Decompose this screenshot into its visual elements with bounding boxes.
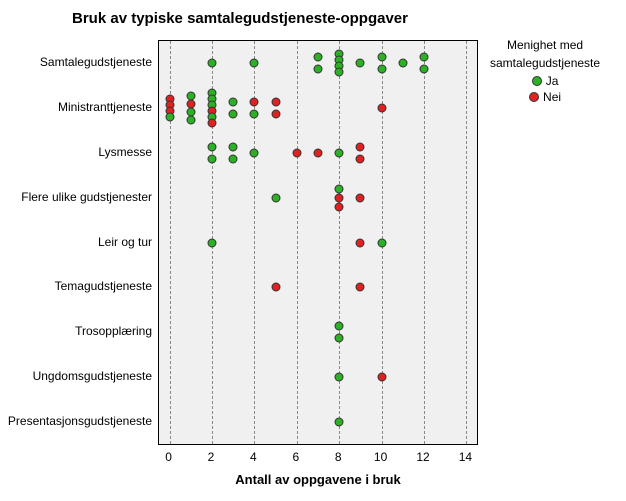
x-tick-label: 10 (374, 450, 387, 464)
data-point (335, 417, 344, 426)
data-point (335, 184, 344, 193)
legend-title-1: Menighet med (490, 38, 600, 52)
data-point (377, 65, 386, 74)
y-category-label: Ungdomsgudstjeneste (0, 369, 152, 383)
x-axis-title: Antall av oppgavene i bruk (158, 472, 478, 487)
legend-marker-icon (532, 76, 542, 86)
x-tick-label: 6 (292, 450, 299, 464)
y-category-label: Temagudstjeneste (0, 279, 152, 293)
data-point (335, 68, 344, 77)
y-category-label: Samtalegudstjeneste (0, 55, 152, 69)
legend-marker-icon (529, 92, 539, 102)
y-category-label: Lysmesse (0, 145, 152, 159)
data-point (420, 53, 429, 62)
data-point (271, 283, 280, 292)
data-point (356, 193, 365, 202)
data-point (377, 104, 386, 113)
data-point (398, 59, 407, 68)
y-category-label: Ministranttjeneste (0, 100, 152, 114)
gridline (339, 41, 340, 444)
data-point (271, 193, 280, 202)
y-category-label: Trosopplæring (0, 324, 152, 338)
data-point (250, 59, 259, 68)
data-point (292, 148, 301, 157)
data-point (335, 193, 344, 202)
data-point (356, 142, 365, 151)
legend-item: Ja (490, 74, 600, 88)
data-point (271, 110, 280, 119)
data-point (250, 110, 259, 119)
data-point (229, 154, 238, 163)
y-category-label: Presentasjonsgudstjeneste (0, 414, 152, 428)
data-point (208, 238, 217, 247)
data-point (229, 98, 238, 107)
data-point (186, 116, 195, 125)
legend: Menighet med samtalegudstjeneste Ja Nei (490, 38, 600, 106)
data-point (377, 238, 386, 247)
data-point (208, 119, 217, 128)
data-point (377, 372, 386, 381)
data-point (208, 154, 217, 163)
x-tick-label: 12 (416, 450, 429, 464)
x-tick-label: 2 (208, 450, 215, 464)
data-point (314, 65, 323, 74)
data-point (208, 142, 217, 151)
data-point (335, 372, 344, 381)
y-category-label: Leir og tur (0, 235, 152, 249)
gridline (424, 41, 425, 444)
data-point (250, 148, 259, 157)
chart-container: Bruk av typiske samtalegudstjeneste-oppg… (0, 0, 626, 501)
data-point (377, 53, 386, 62)
legend-item: Nei (490, 90, 600, 104)
data-point (314, 148, 323, 157)
data-point (314, 53, 323, 62)
x-tick-label: 4 (250, 450, 257, 464)
data-point (335, 322, 344, 331)
data-point (165, 113, 174, 122)
data-point (229, 110, 238, 119)
data-point (335, 334, 344, 343)
data-point (356, 59, 365, 68)
data-point (356, 283, 365, 292)
legend-label: Nei (543, 90, 561, 104)
gridline (466, 41, 467, 444)
data-point (250, 98, 259, 107)
data-point (335, 148, 344, 157)
legend-title-2: samtalegudstjeneste (490, 56, 600, 70)
chart-title: Bruk av typiske samtalegudstjeneste-oppg… (0, 10, 480, 27)
y-category-label: Flere ulike gudstjenester (0, 190, 152, 204)
gridline (297, 41, 298, 444)
data-point (356, 238, 365, 247)
data-point (271, 98, 280, 107)
x-tick-label: 14 (459, 450, 472, 464)
legend-label: Ja (546, 74, 559, 88)
data-point (420, 65, 429, 74)
x-tick-label: 0 (165, 450, 172, 464)
plot-area (158, 40, 478, 445)
data-point (208, 59, 217, 68)
data-point (335, 202, 344, 211)
x-tick-label: 8 (335, 450, 342, 464)
data-point (229, 142, 238, 151)
data-point (356, 154, 365, 163)
